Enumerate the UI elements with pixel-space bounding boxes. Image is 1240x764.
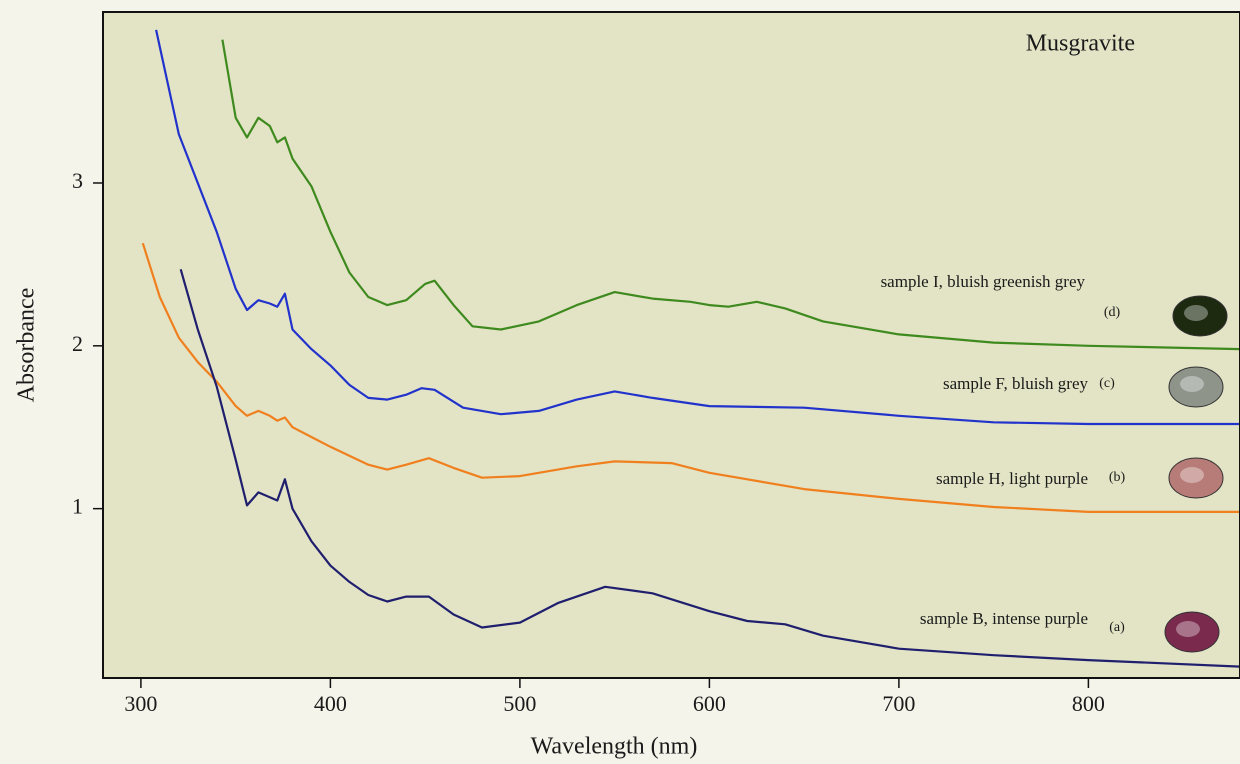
gem-highlight xyxy=(1176,621,1200,637)
spectrum-line xyxy=(221,39,1240,351)
gem-picture xyxy=(1168,457,1224,499)
spectrum-line xyxy=(179,268,1240,668)
series-tag: (c) xyxy=(1099,376,1115,391)
series-label: sample I, bluish greenish grey xyxy=(881,272,1086,291)
plot-frame xyxy=(102,11,1240,679)
series-tag: (d) xyxy=(1104,305,1121,320)
x-tick-label: 400 xyxy=(314,691,347,716)
series-label: sample H, light purple xyxy=(936,469,1088,488)
series-label: sample F, bluish grey xyxy=(943,374,1089,393)
gem-picture xyxy=(1172,295,1228,337)
series-tag: (a) xyxy=(1109,620,1125,635)
y-tick-label: 3 xyxy=(72,168,83,193)
series-tag: (b) xyxy=(1109,470,1126,485)
x-tick-label: 300 xyxy=(124,691,157,716)
x-tick-label: 500 xyxy=(503,691,536,716)
gem-highlight xyxy=(1180,467,1204,483)
x-tick-label: 800 xyxy=(1072,691,1105,716)
series-label: sample B, intense purple xyxy=(920,609,1088,628)
x-tick-label: 600 xyxy=(693,691,726,716)
y-tick-label: 1 xyxy=(72,494,83,519)
x-tick-label: 700 xyxy=(882,691,915,716)
gem-highlight xyxy=(1184,305,1208,321)
chart-title: Musgravite xyxy=(1026,31,1135,57)
y-tick-label: 2 xyxy=(72,331,83,356)
gem-highlight xyxy=(1180,376,1204,392)
gem-picture xyxy=(1168,366,1224,408)
gem-picture xyxy=(1164,611,1220,653)
y-axis-title: Absorbance xyxy=(14,288,40,403)
x-axis-title: Wavelength (nm) xyxy=(531,734,698,760)
spectrum-line xyxy=(141,242,1240,513)
spectrum-line xyxy=(155,29,1240,426)
